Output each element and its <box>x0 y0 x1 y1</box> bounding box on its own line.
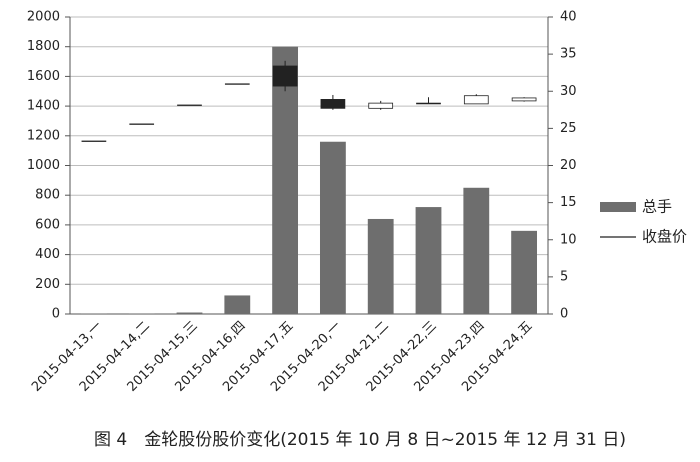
bar <box>415 207 442 314</box>
candle-body <box>272 65 298 87</box>
y2-tick-label: 15 <box>560 195 577 210</box>
y2-tick-label: 30 <box>560 84 577 99</box>
bar <box>463 187 490 314</box>
bar <box>367 218 394 314</box>
candle-body <box>416 102 441 105</box>
y-tick-label: 800 <box>35 188 60 203</box>
legend-swatch <box>600 202 636 212</box>
y2-tick-label: 10 <box>560 232 577 247</box>
y2-tick-label: 20 <box>560 158 577 173</box>
bar <box>319 141 346 314</box>
bar <box>511 230 538 314</box>
legend-label: 收盘价 <box>642 228 687 246</box>
candle-body <box>463 95 489 105</box>
bar <box>224 295 251 314</box>
y2-tick-label: 35 <box>560 47 577 62</box>
y-tick-label: 200 <box>35 277 60 292</box>
legend-label: 总手 <box>642 198 672 216</box>
y-tick-label: 0 <box>52 307 60 322</box>
caption: 图 4 金轮股份股价变化(2015 年 10 月 8 日~2015 年 12 月… <box>94 430 626 450</box>
y-tick-label: 2000 <box>27 10 60 25</box>
y-tick-label: 1600 <box>27 69 60 84</box>
y-tick-label: 600 <box>35 217 60 232</box>
candle-body <box>129 123 155 125</box>
candle-body <box>224 83 250 85</box>
y2-tick-label: 0 <box>560 307 568 322</box>
candle-body <box>320 99 346 109</box>
y2-tick-label: 25 <box>560 121 577 136</box>
bar <box>176 312 203 314</box>
y-tick-label: 400 <box>35 247 60 262</box>
candle-body <box>511 97 537 102</box>
y2-tick-label: 5 <box>560 269 568 284</box>
candle-body <box>177 104 202 106</box>
y-tick-label: 1800 <box>27 39 60 54</box>
y-tick-label: 1200 <box>27 128 60 143</box>
y-tick-label: 1000 <box>27 158 60 173</box>
y2-tick-label: 40 <box>560 10 577 25</box>
y-tick-label: 1400 <box>27 99 60 114</box>
candle-body <box>81 140 107 142</box>
candle-body <box>368 102 394 109</box>
